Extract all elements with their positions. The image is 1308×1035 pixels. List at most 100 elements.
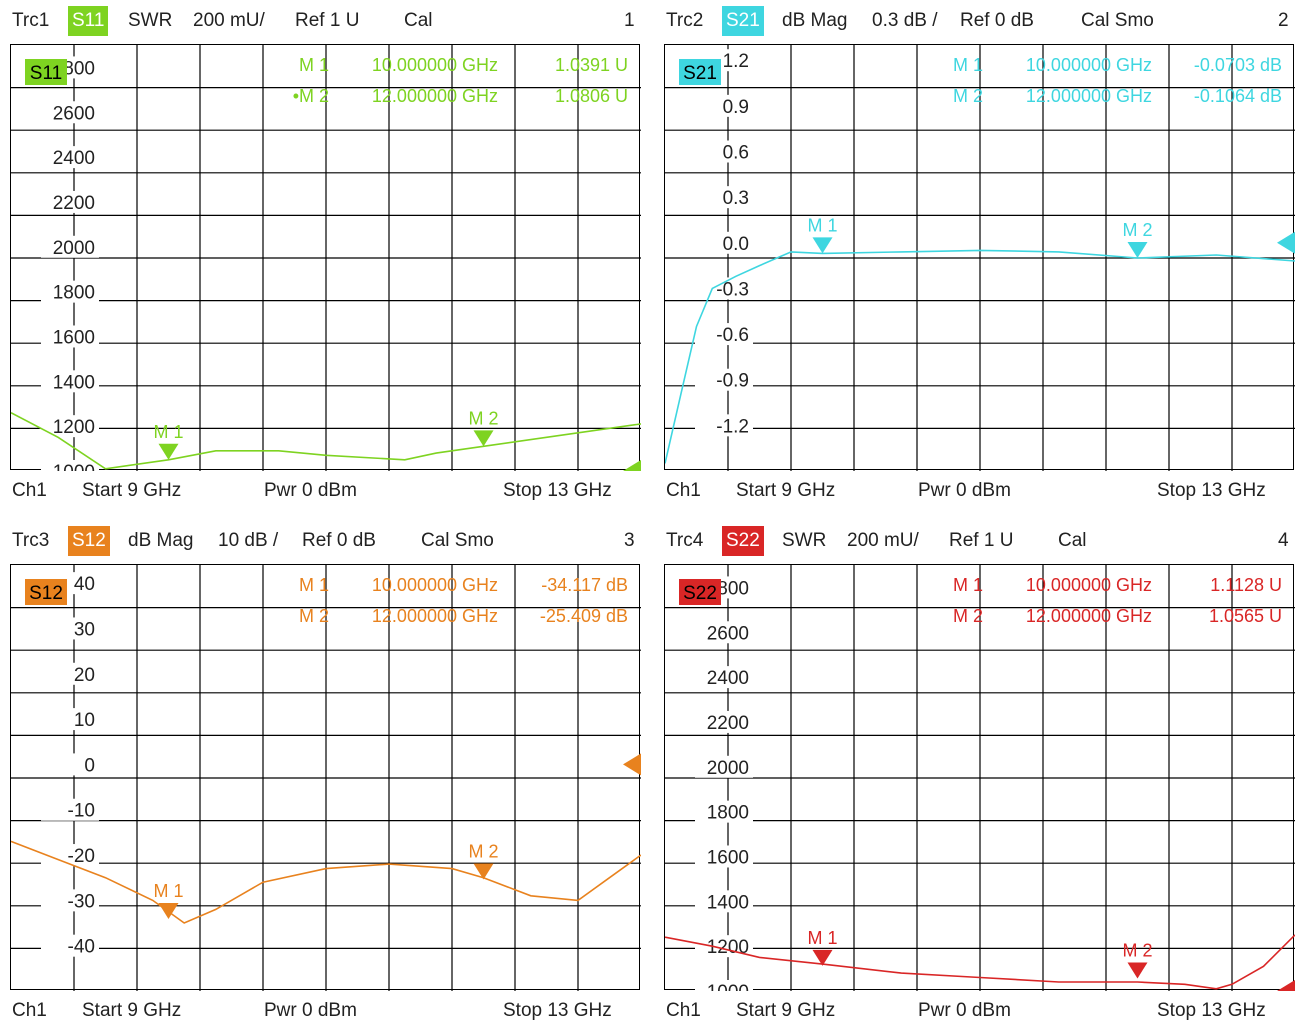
trace-chip-label: S12: [29, 583, 63, 604]
power-label[interactable]: Pwr 0 dBm: [264, 1000, 357, 1021]
format-label[interactable]: SWR: [128, 10, 173, 31]
y-tick-label: 1800: [53, 283, 95, 304]
marker-triangle: [812, 237, 833, 254]
channel-label[interactable]: Ch1: [666, 480, 701, 501]
scale-label[interactable]: 200 mU/: [193, 10, 265, 31]
tick-label-bg: [41, 617, 99, 640]
trace-line: [11, 411, 641, 470]
y-tick-label: 0.3: [723, 188, 749, 209]
trace-line: [665, 934, 1295, 990]
ref-label[interactable]: Ref 1 U: [949, 530, 1014, 551]
readout-value: -0.0703 dB: [1194, 55, 1282, 75]
format-label[interactable]: SWR: [782, 530, 827, 551]
power-label[interactable]: Pwr 0 dBm: [918, 480, 1011, 501]
readout-value: -25.409 dB: [540, 606, 628, 626]
tick-label-bg: [695, 710, 753, 733]
format-label[interactable]: dB Mag: [128, 530, 194, 551]
readout-value: 1.0806 U: [555, 86, 628, 106]
tick-label-bg: [41, 280, 99, 303]
tick-label-bg: [41, 146, 99, 169]
readout-frequency: 12.000000 GHz: [372, 606, 498, 626]
tick-label-bg: [695, 186, 753, 209]
tick-label-bg: [695, 140, 753, 163]
y-tick-label: 2400: [53, 148, 95, 169]
stop-freq[interactable]: Stop 13 GHz: [503, 480, 612, 501]
trace-chip-bg: [679, 579, 721, 605]
channel-label[interactable]: Ch1: [12, 1000, 47, 1021]
param-badge[interactable]: S12: [68, 526, 110, 556]
chart-panel-4: Trc4 S22 SWR 200 mU/ Ref 1 U Cal 4 1000 1…: [654, 520, 1308, 1035]
trace-label[interactable]: Trc3: [12, 530, 50, 551]
y-tick-label: 0: [84, 755, 95, 776]
marker-triangle: [158, 443, 179, 460]
marker-triangle: [473, 863, 494, 880]
plot-area[interactable]: 1000120014001600180020002200240026002800…: [10, 44, 641, 471]
channel-label[interactable]: Ch1: [666, 1000, 701, 1021]
y-tick-label: 1400: [707, 892, 749, 913]
plot-area[interactable]: 1.2 0.9 0.6 0.3 0.0 -0.3 -0.6 -0.9 -1.2 S21 M 1 M 2…: [664, 44, 1295, 471]
cal-flags: Cal: [1058, 530, 1087, 551]
y-tick-label: 1000: [53, 462, 95, 471]
stop-freq[interactable]: Stop 13 GHz: [1157, 480, 1266, 501]
plot-area[interactable]: 40 30 20 10 0 -10 -20 -30 -40 S12 M 1 M 2 M 1 10.0000…: [10, 564, 641, 991]
trace-chip-label: S22: [683, 583, 717, 604]
marker-triangle: [158, 902, 179, 919]
tick-label-bg: [41, 753, 99, 776]
trace-label[interactable]: Trc4: [666, 530, 704, 551]
tick-label-bg: [695, 755, 753, 778]
start-freq[interactable]: Start 9 GHz: [736, 480, 836, 501]
scale-label[interactable]: 200 mU/: [847, 530, 919, 551]
ref-level-marker: [1277, 231, 1295, 254]
start-freq[interactable]: Start 9 GHz: [82, 1000, 182, 1021]
trace-label[interactable]: Trc2: [666, 10, 704, 31]
marker-label: M 1: [807, 215, 837, 235]
trace-chip-label: S11: [30, 63, 62, 84]
ref-label[interactable]: Ref 0 dB: [960, 10, 1034, 31]
tick-label-bg: [695, 621, 753, 644]
tick-label-bg: [695, 800, 753, 823]
ref-label[interactable]: Ref 0 dB: [302, 530, 376, 551]
marker-label: M 1: [807, 928, 837, 948]
param-badge[interactable]: S21: [722, 6, 764, 36]
diagram-number: 1: [624, 10, 635, 31]
y-tick-label: 2400: [707, 668, 749, 689]
param-badge[interactable]: S11: [68, 6, 109, 36]
tick-label-bg: [41, 934, 99, 957]
marker-label: M 2: [1122, 220, 1152, 240]
y-tick-label: -0.3: [716, 279, 749, 300]
readout-value: -0.1064 dB: [1194, 86, 1282, 106]
power-label[interactable]: Pwr 0 dBm: [264, 480, 357, 501]
marker-label: M 2: [1122, 940, 1152, 960]
readout-marker-name: M 1: [299, 55, 329, 75]
y-tick-label: 2000: [53, 238, 95, 259]
trace-line: [11, 840, 641, 924]
readout-marker-name: M 2: [953, 86, 983, 106]
tick-label-bg: [41, 101, 99, 124]
readout-marker-name: M 1: [953, 55, 983, 75]
y-tick-label: 1000: [707, 982, 749, 991]
trace-label[interactable]: Trc1: [12, 10, 50, 31]
diagram-number: 4: [1278, 530, 1289, 551]
channel-label[interactable]: Ch1: [12, 480, 47, 501]
format-label[interactable]: dB Mag: [782, 10, 848, 31]
start-freq[interactable]: Start 9 GHz: [82, 480, 182, 501]
stop-freq[interactable]: Stop 13 GHz: [1157, 1000, 1266, 1021]
y-tick-label: -40: [68, 937, 95, 958]
tick-label-bg: [41, 325, 99, 348]
trace-header-4: Trc4 S22 SWR 200 mU/ Ref 1 U Cal 4: [654, 520, 1304, 564]
ref-label[interactable]: Ref 1 U: [295, 10, 360, 31]
param-badge[interactable]: S22: [722, 526, 764, 556]
y-tick-label: 30: [74, 619, 95, 640]
readout-frequency: 12.000000 GHz: [1026, 606, 1152, 626]
tick-label-bg: [695, 323, 753, 346]
start-freq[interactable]: Start 9 GHz: [736, 1000, 836, 1021]
plot-area[interactable]: 1000120014001600180020002200240026002800…: [664, 564, 1295, 991]
y-tick-label: 2000: [707, 758, 749, 779]
readout-marker-name: M 2: [299, 606, 329, 626]
trace-chip-bg: [25, 59, 67, 85]
diagram-number: 3: [624, 530, 635, 551]
stop-freq[interactable]: Stop 13 GHz: [503, 1000, 612, 1021]
scale-label[interactable]: 10 dB /: [218, 530, 279, 551]
power-label[interactable]: Pwr 0 dBm: [918, 1000, 1011, 1021]
scale-label[interactable]: 0.3 dB /: [872, 10, 938, 31]
